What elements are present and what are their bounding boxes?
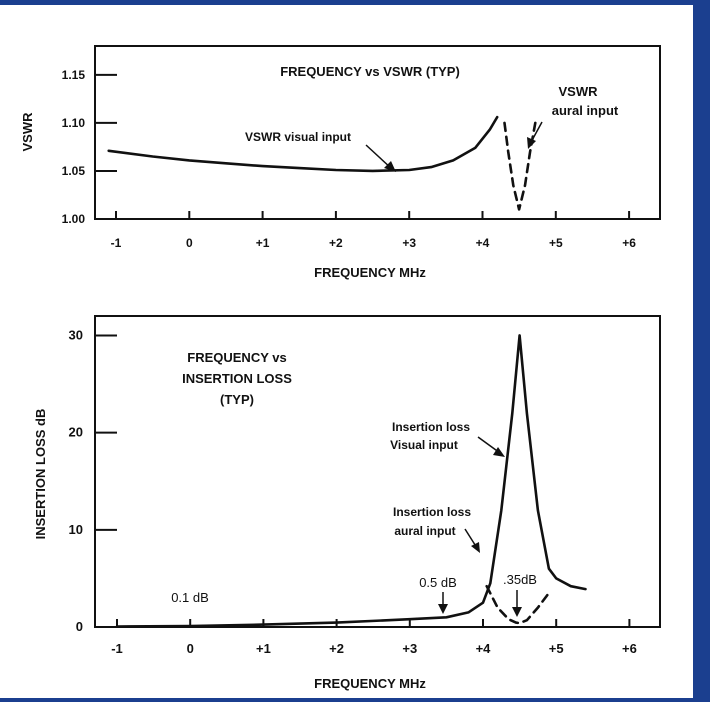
vswr-x-tick-label: -1 (111, 236, 122, 250)
insertion-loss-x-tick-label: +2 (329, 641, 344, 656)
annotation-0-1db: 0.1 dB (171, 590, 209, 605)
insertion-loss-x-tick-label: -1 (111, 641, 123, 656)
vswr-x-tick-label: +2 (329, 236, 343, 250)
vswr-x-tick-label: +3 (402, 236, 416, 250)
insertion-loss-x-tick-label: +6 (622, 641, 637, 656)
vswr-x-tick-label: +4 (476, 236, 490, 250)
annotation-aural-line1: Insertion loss (393, 505, 471, 519)
insertion-loss-y-tick-label: 20 (69, 425, 83, 440)
insertion-loss-x-tick-label: +3 (402, 641, 417, 656)
vswr-y-axis-label: VSWR (20, 112, 35, 152)
vswr-aural-annotation-line2: aural input (552, 103, 619, 118)
vswr-y-tick-label: 1.00 (62, 212, 86, 226)
visual-input-arrowhead (493, 447, 505, 457)
vswr-x-tick-label: 0 (186, 236, 193, 250)
vswr-series-visual-line (107, 115, 499, 173)
arrowhead-0-5db (438, 604, 448, 614)
vswr-chart-title: FREQUENCY vs VSWR (TYP) (280, 64, 460, 79)
arrowhead-35db (512, 607, 522, 617)
vswr-x-tick-label: +1 (256, 236, 270, 250)
vswr-x-tick-label: +6 (622, 236, 636, 250)
insertion-loss-series-aural-line (485, 584, 551, 625)
insertion-loss-title-line3: (TYP) (220, 392, 254, 407)
insertion-loss-title-line1: FREQUENCY vs (187, 350, 286, 365)
insertion-loss-x-tick-label: +5 (549, 641, 564, 656)
insertion-loss-y-tick-label: 30 (69, 327, 83, 342)
vswr-plot-area (94, 45, 661, 220)
aural-input-arrowhead (471, 542, 480, 553)
vswr-x-axis-label: FREQUENCY MHz (314, 265, 426, 280)
annotation-visual-line2: Visual input (390, 438, 458, 452)
vswr-y-tick-label: 1.10 (62, 116, 86, 130)
insertion-loss-plot-area (94, 315, 661, 628)
vswr-aural-annotation-line1: VSWR (559, 84, 599, 99)
annotation-aural-line2: aural input (394, 524, 455, 538)
insertion-loss-x-axis-label: FREQUENCY MHz (314, 676, 426, 691)
vswr-series-aural-line (503, 121, 537, 211)
insertion-loss-y-axis-label: INSERTION LOSS dB (33, 409, 48, 540)
insertion-loss-x-tick-label: +4 (476, 641, 492, 656)
insertion-loss-series-visual-line (115, 334, 587, 628)
insertion-loss-x-tick-label: +1 (256, 641, 271, 656)
vswr-y-tick-label: 1.15 (62, 68, 86, 82)
vswr-x-tick-label: +5 (549, 236, 563, 250)
vswr-visual-annotation: VSWR visual input (245, 130, 351, 144)
annotation-35db: .35dB (503, 572, 537, 587)
insertion-loss-title-line2: INSERTION LOSS (182, 371, 292, 386)
insertion-loss-y-tick-label: 10 (69, 522, 83, 537)
annotation-0-5db: 0.5 dB (419, 575, 457, 590)
vswr-y-tick-label: 1.05 (62, 164, 86, 178)
insertion-loss-x-tick-label: 0 (187, 641, 194, 656)
annotation-visual-line1: Insertion loss (392, 420, 470, 434)
insertion-loss-y-tick-label: 0 (76, 619, 83, 634)
